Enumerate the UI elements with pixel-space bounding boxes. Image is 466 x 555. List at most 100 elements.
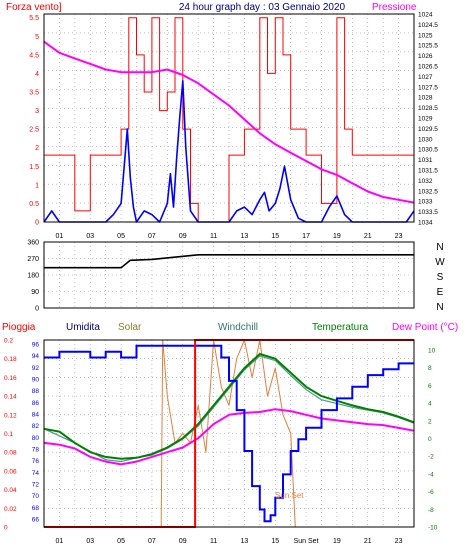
rain-tick-label: 0 — [4, 525, 8, 532]
dew-point-series-line — [43, 408, 415, 466]
legend-entry: Temperatura — [312, 322, 369, 333]
x-tick-label: 03 — [86, 233, 94, 240]
x-tick-label: 13 — [241, 538, 249, 545]
sunset-annotation: Sun Set — [275, 491, 304, 500]
humidity-tick-label: 76 — [32, 458, 40, 465]
panel3-frame — [43, 339, 415, 528]
temperature-tick-label: -6 — [428, 489, 434, 496]
x-tick-label: 23 — [395, 233, 403, 240]
direction-tick-label: 360 — [27, 240, 39, 247]
rain-humidity-temp-panel: Pioggia Umidita Solar Windchill Temperatura D… — [2, 322, 458, 545]
y-right-tick-label: 1030 — [418, 136, 433, 143]
rain-tick-label: 0.08 — [4, 450, 17, 457]
rain-tick-label: 0.2 — [4, 338, 13, 345]
direction-tick-label: 0 — [35, 306, 39, 313]
humidity-tick-label: 94 — [32, 353, 40, 360]
rain-tick-label: 0.04 — [4, 487, 17, 494]
rain-tick-label: 0.06 — [4, 468, 17, 475]
temperature-tick-label: 8 — [428, 365, 432, 372]
temperature-series-line — [43, 353, 415, 460]
humidity-tick-label: 74 — [32, 470, 40, 477]
x-tick-label: 15 — [271, 538, 279, 545]
legend-entry: Solar — [118, 322, 142, 333]
y-right-tick-label: 1032 — [418, 178, 433, 185]
panel3-tick-labels: 0 0.02 0.04 0.06 0.08 0.1 0.12 0.14 0.16 0.18 0.2 6… — [4, 338, 438, 546]
humidity-tick-label: 96 — [32, 342, 40, 349]
y-right-tick-label: 1029 — [418, 116, 433, 123]
rain-tick-label: 0.1 — [4, 431, 13, 438]
humidity-tick-label: 84 — [32, 412, 40, 419]
humidity-tick-label: 82 — [32, 423, 40, 430]
humidity-tick-label: 70 — [32, 493, 40, 500]
x-tick-label: 01 — [56, 233, 64, 240]
x-tick-label: 19 — [333, 538, 341, 545]
wind-pressure-panel: Forza vento] 24 hour graph day : 03 Genn… — [6, 2, 438, 240]
x-tick-label: 11 — [210, 233, 217, 240]
x-tick-label: 19 — [333, 233, 341, 240]
y-left-tick-label: 4 — [35, 71, 39, 78]
panel2-frame — [43, 241, 415, 309]
legend-entry: Pioggia — [2, 322, 36, 333]
panel2-series — [44, 254, 414, 269]
temperature-tick-label: 4 — [428, 401, 432, 408]
y-right-tick-label: 1032.5 — [418, 188, 438, 195]
x-tick-label: 09 — [179, 538, 187, 545]
wind-direction-series-line — [44, 254, 414, 269]
legend-entry: Umidita — [66, 322, 100, 333]
x-tick-label: 11 — [210, 538, 217, 545]
y-left-tick-label: 1.5 — [29, 164, 39, 171]
y-left-tick-label: 0.5 — [29, 201, 39, 208]
temperature-tick-label: -2 — [428, 454, 434, 461]
humidity-tick-label: 80 — [32, 435, 40, 442]
x-tick-label: 01 — [56, 538, 64, 545]
compass-label: W — [435, 257, 445, 268]
x-tick-label: 13 — [241, 233, 249, 240]
legend-entry: Windchill — [218, 322, 258, 333]
y-right-tick-label: 1033 — [418, 199, 433, 206]
y-right-tick-label: 1030.5 — [418, 147, 438, 154]
direction-tick-label: 270 — [27, 256, 39, 263]
y-right-tick-label: 1025 — [418, 32, 433, 39]
y-right-tick-label: 1024 — [418, 12, 433, 19]
y-left-tick-label: 0 — [35, 220, 39, 227]
y-right-tick-label: 1028 — [418, 95, 433, 102]
y-left-tick-label: 4.5 — [29, 52, 39, 59]
humidity-tick-label: 78 — [32, 447, 40, 454]
panel2-grid — [44, 242, 414, 308]
compass-label: S — [437, 272, 444, 283]
compass-label: E — [437, 287, 444, 298]
x-tick-label: 07 — [148, 233, 156, 240]
temperature-tick-label: 6 — [428, 383, 432, 390]
direction-tick-label: 90 — [31, 289, 39, 296]
humidity-tick-label: 92 — [32, 365, 40, 372]
y-right-tick-label: 1028.5 — [418, 105, 438, 112]
x-tick-label: 21 — [364, 233, 372, 240]
panel1-frame — [43, 13, 415, 223]
pressure-series-line — [43, 40, 415, 204]
y-left-tick-label: 2.5 — [29, 127, 39, 134]
humidity-tick-label: 72 — [32, 482, 40, 489]
compass-label: N — [436, 302, 443, 313]
x-tick-label: 07 — [148, 538, 156, 545]
y-right-tick-label: 1033.5 — [418, 209, 438, 216]
rain-tick-label: 0.14 — [4, 394, 17, 401]
y-right-tick-label: 1034 — [418, 220, 433, 227]
direction-tick-label: 180 — [27, 273, 39, 280]
x-tick-label: 05 — [117, 233, 125, 240]
panel1-tick-labels: 0 0.5 1 1.5 2 2.5 3 3.5 4 4.5 5 5.5 1034 1033.5 1033 10… — [29, 12, 438, 241]
x-tick-label: 03 — [86, 538, 94, 545]
rain-tick-label: 0.18 — [4, 356, 17, 363]
y-right-tick-label: 1031.5 — [418, 168, 438, 175]
y-right-tick-label: 1024.5 — [418, 22, 438, 29]
y-right-tick-label: 1027 — [418, 74, 433, 81]
humidity-tick-label: 68 — [32, 505, 40, 512]
y-left-tick-label: 2 — [35, 145, 39, 152]
rain-tick-label: 0.02 — [4, 506, 17, 513]
x-tick-label: 09 — [179, 233, 187, 240]
y-right-tick-label: 1026.5 — [418, 64, 438, 71]
legend-entry: Dew Point (°C) — [392, 322, 458, 333]
y-right-tick-label: 1026 — [418, 53, 433, 60]
temperature-tick-label: 10 — [428, 348, 436, 355]
